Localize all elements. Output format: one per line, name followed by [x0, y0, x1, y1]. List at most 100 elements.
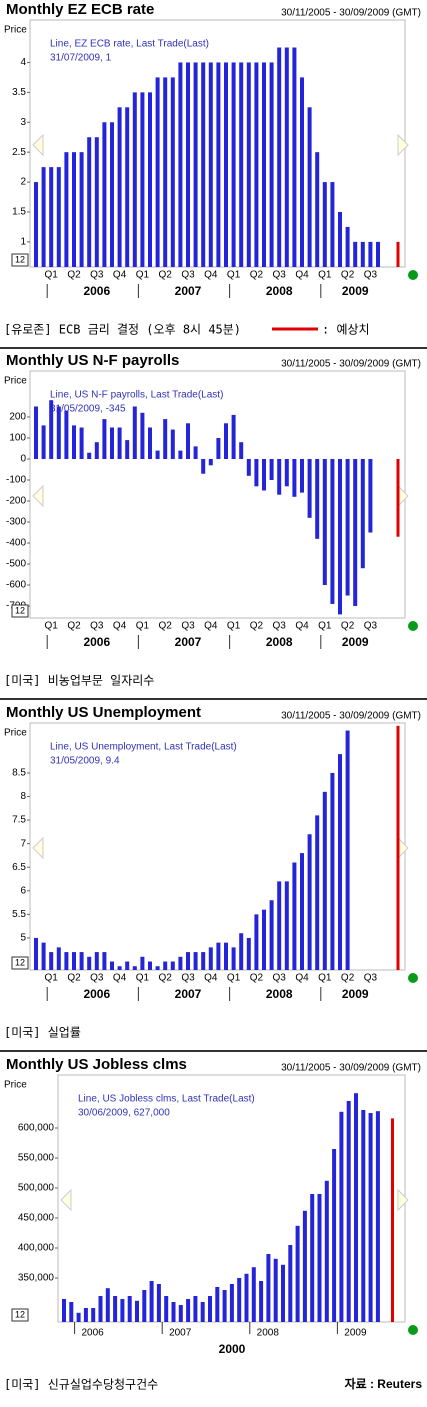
- bar: [110, 122, 114, 267]
- bar: [239, 442, 244, 460]
- bar: [83, 1308, 88, 1322]
- x-quarter-label: Q2: [341, 621, 355, 632]
- bar: [292, 862, 297, 970]
- source: 자료 : Reuters: [345, 1376, 423, 1391]
- x-quarter-label: Q1: [45, 621, 59, 632]
- y-tick-label: 550,000: [18, 1153, 55, 1164]
- x-quarter-label: Q3: [181, 621, 195, 632]
- chart-title: Monthly US Jobless clms: [6, 1056, 187, 1073]
- bar: [244, 1273, 249, 1322]
- bar: [140, 412, 145, 460]
- bar: [246, 62, 251, 268]
- bar: [284, 47, 289, 267]
- scroll-left: [32, 484, 44, 508]
- bar: [34, 182, 38, 267]
- bar: [186, 952, 190, 970]
- status-dot: [408, 270, 418, 280]
- bar: [117, 966, 122, 970]
- bar: [208, 62, 213, 268]
- bar: [91, 1308, 96, 1322]
- bar: [262, 62, 266, 268]
- bar: [307, 107, 312, 267]
- y-tick-label: -300: [6, 517, 26, 528]
- x-quarter-label: Q2: [67, 973, 81, 984]
- x-quarter-label: Q2: [159, 270, 173, 281]
- x-quarter-label: Q2: [159, 621, 173, 632]
- x-quarter-label: Q4: [204, 973, 218, 984]
- bar: [79, 427, 84, 460]
- x-quarter-label: Q2: [250, 621, 264, 632]
- y-tick-label: 5: [20, 933, 26, 944]
- bar: [200, 1302, 205, 1322]
- bar: [284, 881, 289, 970]
- annotation: 31/05/2009, -345: [50, 404, 126, 415]
- y-axis-label: Price: [4, 1080, 27, 1091]
- bar: [102, 122, 107, 267]
- x-quarter-label: Q1: [227, 621, 241, 632]
- bar: [307, 459, 312, 518]
- bar: [346, 1100, 351, 1322]
- y-tick-label: 0: [20, 454, 26, 465]
- scroll-left: [32, 133, 44, 157]
- bar: [266, 1254, 271, 1322]
- x-year-label: 2009: [342, 284, 369, 298]
- bar: [163, 961, 168, 970]
- x-quarter-label: Q4: [295, 621, 309, 632]
- bar: [368, 241, 373, 267]
- date-range: 30/11/2005 - 30/09/2009 (GMT): [281, 1063, 421, 1074]
- date-range: 30/11/2005 - 30/09/2009 (GMT): [281, 359, 421, 370]
- bar: [117, 107, 122, 267]
- bar: [224, 423, 228, 460]
- bar: [259, 1281, 264, 1322]
- bar: [193, 1296, 198, 1322]
- scroll-right: [397, 1188, 409, 1212]
- bar: [208, 1296, 212, 1322]
- chart-title: Monthly US Unemployment: [6, 704, 201, 721]
- bar: [132, 406, 137, 460]
- bar: [254, 62, 259, 268]
- y-tick-label: 600,000: [18, 1123, 55, 1134]
- bar: [72, 152, 76, 267]
- bar: [262, 459, 266, 491]
- bar: [216, 942, 221, 970]
- bar: [345, 459, 350, 596]
- bar: [79, 952, 84, 970]
- bar: [201, 62, 206, 268]
- bar: [292, 459, 297, 497]
- bar: [178, 450, 183, 460]
- y-axis-label: Price: [4, 25, 27, 36]
- bar: [208, 459, 213, 466]
- x-quarter-label: Q3: [181, 270, 195, 281]
- annotation: Line, EZ ECB rate, Last Trade(Last): [50, 39, 209, 50]
- bar: [322, 459, 327, 586]
- bar: [155, 966, 160, 970]
- chart-title: Monthly US N-F payrolls: [6, 352, 179, 369]
- x-quarter-label: Q1: [136, 973, 150, 984]
- chart-title: Monthly EZ ECB rate: [6, 1, 154, 18]
- bar: [302, 1210, 307, 1322]
- x-quarter-label: Q1: [318, 973, 332, 984]
- bar: [140, 92, 145, 267]
- bar: [105, 1288, 110, 1322]
- x-year-label: 2007: [169, 1328, 192, 1339]
- x-year-label: 2009: [342, 987, 369, 1001]
- x-year-label: 2006: [83, 635, 110, 649]
- caption: [미국] 실업률: [4, 1026, 81, 1040]
- y-tick-label: 3: [20, 117, 26, 128]
- bar: [281, 1264, 285, 1322]
- scroll-right: [397, 133, 409, 157]
- box-label: 12: [15, 605, 25, 615]
- bar: [354, 1093, 358, 1322]
- bar: [178, 62, 183, 268]
- y-tick-label: 2.5: [12, 147, 26, 158]
- x-quarter-label: Q4: [295, 973, 309, 984]
- x-year-label: 2007: [175, 284, 202, 298]
- bar: [132, 92, 137, 267]
- bar: [87, 137, 92, 267]
- y-tick-label: 7: [20, 838, 26, 849]
- x-year-label: 2008: [266, 635, 293, 649]
- bar: [273, 1258, 278, 1322]
- x-year-label: 2008: [266, 284, 293, 298]
- bar: [224, 942, 228, 970]
